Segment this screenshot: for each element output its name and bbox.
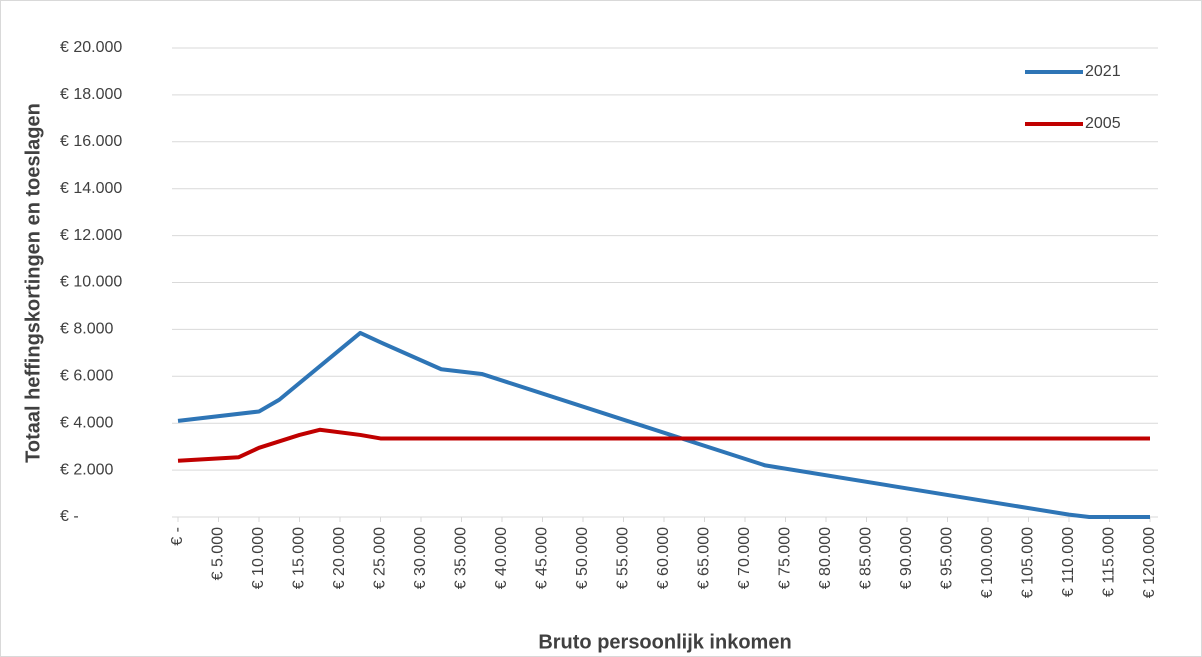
y-tick-label: € 10.000 xyxy=(60,274,122,291)
y-tick-label: € 4.000 xyxy=(60,414,113,431)
x-tick-label: € 100.000 xyxy=(979,527,996,598)
y-axis-title: Totaal heffingskortingen en toeslagen xyxy=(22,103,44,463)
x-tick-label: € 10.000 xyxy=(250,527,267,589)
x-tick-label: € 35.000 xyxy=(453,527,470,589)
x-tick-label: € 60.000 xyxy=(655,527,672,589)
x-tick-label: € 75.000 xyxy=(777,527,794,589)
y-tick-label: € 12.000 xyxy=(60,227,122,244)
legend-label: 2021 xyxy=(1085,63,1121,80)
series-line xyxy=(177,427,1150,463)
x-tick-label: € 105.000 xyxy=(1020,527,1037,598)
x-tick-label: € - xyxy=(169,527,186,546)
y-tick-label: € 8.000 xyxy=(60,321,113,338)
y-tick-label: € - xyxy=(60,508,79,525)
x-tick-label: € 20.000 xyxy=(331,527,348,589)
series-line xyxy=(177,330,1150,519)
x-tick-label: € 120.000 xyxy=(1141,527,1158,598)
x-tick-label: € 50.000 xyxy=(574,527,591,589)
y-tick-label: € 2.000 xyxy=(60,461,113,478)
y-tick-label: € 16.000 xyxy=(60,133,122,150)
x-tick-label: € 15.000 xyxy=(291,527,308,589)
x-tick-label: € 40.000 xyxy=(493,527,510,589)
y-tick-label: € 14.000 xyxy=(60,180,122,197)
x-tick-label: € 45.000 xyxy=(534,527,551,589)
x-tick-label: € 5.000 xyxy=(210,527,227,580)
y-tick-label: € 20.000 xyxy=(60,39,122,56)
x-tick-label: € 85.000 xyxy=(858,527,875,589)
x-tick-label: € 80.000 xyxy=(817,527,834,589)
x-tick-label: € 30.000 xyxy=(412,527,429,589)
y-tick-label: € 6.000 xyxy=(60,368,113,385)
x-tick-label: € 70.000 xyxy=(736,527,753,589)
x-axis-title: Bruto persoonlijk inkomen xyxy=(538,631,791,653)
x-tick-label: € 95.000 xyxy=(939,527,956,589)
x-tick-label: € 55.000 xyxy=(615,527,632,589)
x-tick-label: € 90.000 xyxy=(898,527,915,589)
x-tick-label: € 25.000 xyxy=(372,527,389,589)
x-tick-label: € 115.000 xyxy=(1101,527,1118,597)
y-tick-label: € 18.000 xyxy=(60,86,122,103)
legend-label: 2005 xyxy=(1085,115,1121,132)
x-tick-label: € 65.000 xyxy=(696,527,713,589)
x-tick-label: € 110.000 xyxy=(1060,527,1077,597)
